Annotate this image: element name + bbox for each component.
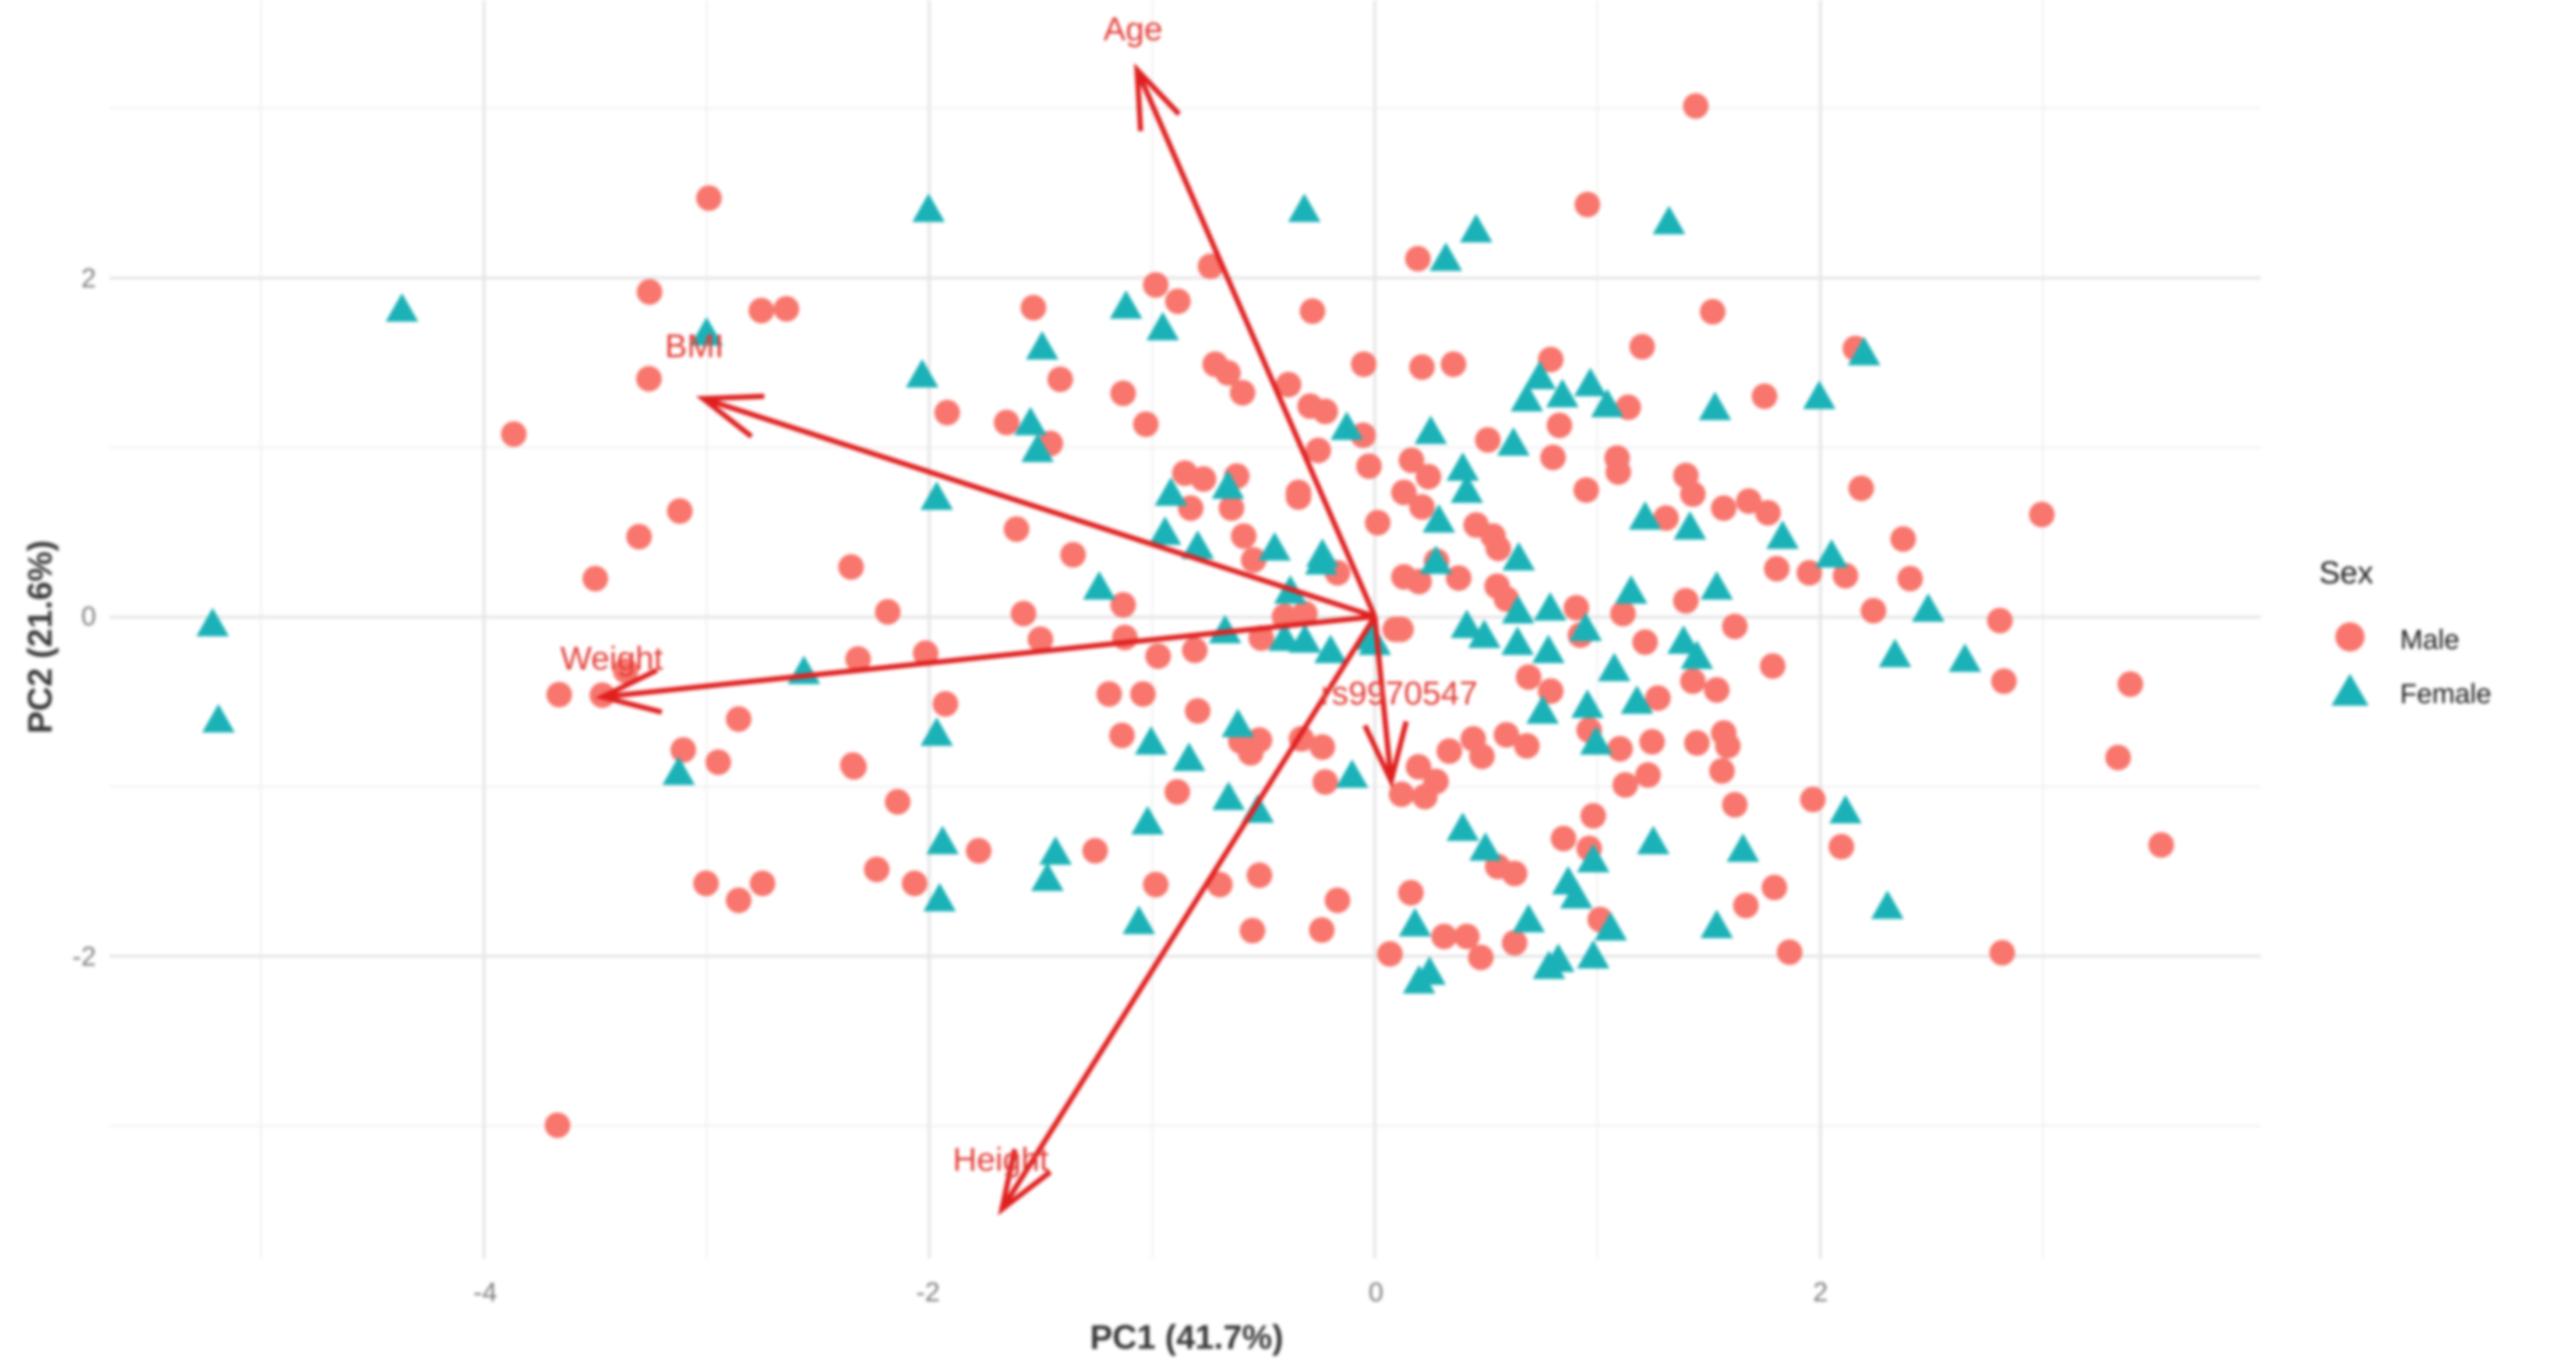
svg-text:2: 2 bbox=[81, 263, 96, 293]
svg-text:Male: Male bbox=[2400, 624, 2459, 655]
svg-text:Weight: Weight bbox=[560, 640, 664, 677]
svg-text:PC1 (41.7%): PC1 (41.7%) bbox=[1090, 1319, 1283, 1357]
svg-text:-2: -2 bbox=[72, 941, 96, 971]
svg-text:0: 0 bbox=[1368, 1277, 1384, 1307]
svg-text:0: 0 bbox=[81, 601, 96, 631]
svg-text:-4: -4 bbox=[474, 1277, 497, 1307]
svg-text:Female: Female bbox=[2400, 678, 2492, 709]
svg-text:Sex: Sex bbox=[2319, 555, 2373, 590]
svg-text:PC2 (21.6%): PC2 (21.6%) bbox=[22, 540, 59, 734]
svg-text:-2: -2 bbox=[916, 1277, 940, 1307]
svg-text:BMI: BMI bbox=[665, 327, 724, 365]
svg-text:Height: Height bbox=[953, 1141, 1049, 1178]
svg-text:2: 2 bbox=[1813, 1277, 1828, 1307]
svg-text:rs9970547: rs9970547 bbox=[1321, 675, 1477, 712]
svg-text:Age: Age bbox=[1103, 10, 1162, 48]
